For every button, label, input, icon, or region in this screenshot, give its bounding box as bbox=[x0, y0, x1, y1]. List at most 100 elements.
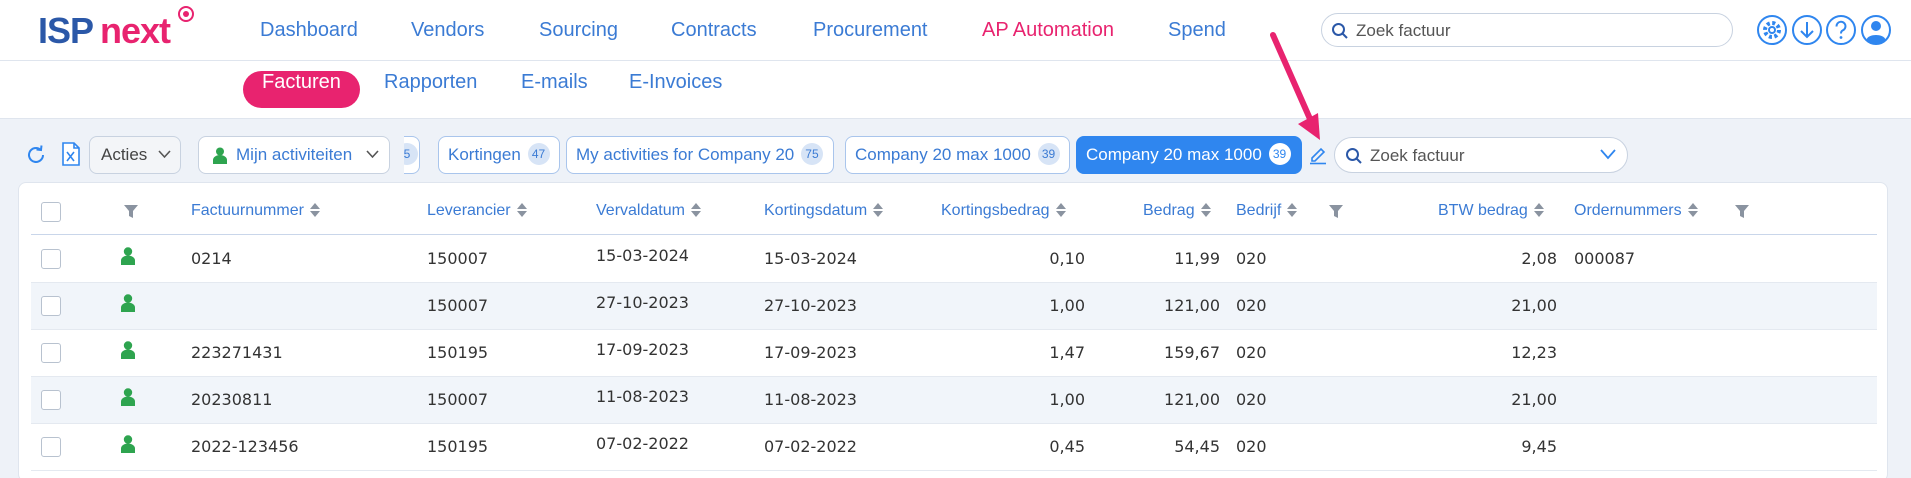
cell-btw-bedrag: 12,23 bbox=[1511, 343, 1557, 362]
column-header-kortingsdatum[interactable]: Kortingsdatum bbox=[764, 202, 884, 220]
sort-icon bbox=[516, 203, 527, 217]
nav-sourcing[interactable]: Sourcing bbox=[539, 19, 618, 41]
cell-kortingsdatum: 15-03-2024 bbox=[764, 249, 857, 268]
column-header-leverancier[interactable]: Leverancier bbox=[427, 202, 527, 220]
tab-rapporten[interactable]: Rapporten bbox=[384, 71, 478, 93]
tab-e-invoices[interactable]: E-Invoices bbox=[629, 71, 723, 93]
activity-person-icon[interactable] bbox=[121, 341, 135, 359]
user-icon[interactable] bbox=[1860, 14, 1892, 46]
cell-btw-bedrag: 2,08 bbox=[1521, 249, 1557, 268]
nav-procurement[interactable]: Procurement bbox=[813, 19, 928, 41]
row-checkbox[interactable] bbox=[41, 343, 61, 363]
column-header-vervaldatum[interactable]: Vervaldatum bbox=[596, 202, 701, 220]
filter-chip-label: My activities for Company 20 bbox=[576, 145, 795, 164]
filter-chip-label: Company 20 max 1000 bbox=[855, 145, 1031, 164]
tab-facturen[interactable]: Facturen bbox=[243, 71, 360, 108]
filter-funnel-icon[interactable] bbox=[124, 205, 138, 218]
column-header-btw-bedrag[interactable]: BTW bedrag bbox=[1438, 202, 1544, 220]
filter-chip-company-20-max-1000-active[interactable]: Company 20 max 1000 39 bbox=[1076, 136, 1303, 174]
row-checkbox[interactable] bbox=[41, 296, 61, 316]
column-header-ordernummers[interactable]: Ordernummers bbox=[1574, 202, 1698, 220]
logo-part-isp: ISP bbox=[38, 10, 94, 51]
ispnext-logo[interactable]: ISP next bbox=[38, 6, 198, 52]
download-icon[interactable] bbox=[1791, 14, 1823, 46]
sort-icon bbox=[309, 203, 320, 217]
filter-chip-my-activities-company-20[interactable]: My activities for Company 20 75 bbox=[566, 136, 834, 174]
sort-icon bbox=[1533, 203, 1544, 217]
cell-vervaldatum: 17-09-2023 bbox=[596, 340, 689, 359]
row-checkbox[interactable] bbox=[41, 390, 61, 410]
top-navigation-bar: ISP next Dashboard Vendors Sourcing Cont… bbox=[0, 0, 1911, 61]
cell-leverancier: 150007 bbox=[427, 296, 489, 315]
nav-vendors[interactable]: Vendors bbox=[411, 19, 485, 41]
help-icon[interactable] bbox=[1825, 14, 1857, 46]
cell-factuurnummer: 0214 bbox=[191, 249, 232, 268]
row-checkbox[interactable] bbox=[41, 249, 61, 269]
logo-part-next: next bbox=[100, 10, 171, 51]
sort-icon bbox=[690, 203, 701, 217]
filter-chip-truncated[interactable]: 5 bbox=[404, 136, 420, 174]
activity-person-icon[interactable] bbox=[121, 294, 135, 312]
table-row[interactable]: 0214 150007 15-03-2024 15-03-2024 0,10 11,99 0… bbox=[31, 236, 1877, 283]
activity-person-icon[interactable] bbox=[121, 247, 135, 265]
excel-export-icon[interactable] bbox=[61, 142, 81, 166]
cell-bedrijf: 020 bbox=[1236, 343, 1267, 362]
column-header-factuurnummer[interactable]: Factuurnummer bbox=[191, 202, 320, 220]
cell-btw-bedrag: 21,00 bbox=[1511, 390, 1557, 409]
cell-kortingsdatum: 27-10-2023 bbox=[764, 296, 857, 315]
nav-contracts[interactable]: Contracts bbox=[671, 19, 757, 41]
table-row[interactable]: 2022-123456 150195 07-02-2022 07-02-2022 0,4… bbox=[31, 424, 1877, 471]
gear-icon[interactable] bbox=[1756, 14, 1788, 46]
my-activities-dropdown[interactable]: Mijn activiteiten bbox=[198, 136, 390, 174]
cell-bedrijf: 020 bbox=[1236, 437, 1267, 456]
cell-kortingsbedrag: 0,45 bbox=[1049, 437, 1085, 456]
table-row[interactable]: 150007 27-10-2023 27-10-2023 1,00 121,00 020 2… bbox=[31, 283, 1877, 330]
cell-factuurnummer: 223271431 bbox=[191, 343, 283, 362]
chevron-down-icon bbox=[366, 150, 379, 159]
top-search-input[interactable]: Zoek factuur bbox=[1321, 13, 1733, 47]
search-icon bbox=[1346, 148, 1362, 164]
filter-chip-label: Kortingen bbox=[448, 145, 521, 164]
filter-chip-count: 75 bbox=[800, 143, 823, 165]
filter-search-input[interactable]: Zoek factuur bbox=[1334, 137, 1628, 173]
activity-person-icon[interactable] bbox=[121, 435, 135, 453]
tab-e-mails[interactable]: E-mails bbox=[521, 71, 588, 93]
row-checkbox[interactable] bbox=[41, 437, 61, 457]
table-row[interactable]: 20230811 150007 11-08-2023 11-08-2023 1,00 12… bbox=[31, 377, 1877, 424]
filter-chip-label: Company 20 max 1000 bbox=[1086, 145, 1262, 164]
cell-kortingsbedrag: 1,00 bbox=[1049, 296, 1085, 315]
filter-chip-company-20-max-1000[interactable]: Company 20 max 1000 39 bbox=[845, 136, 1071, 174]
edit-pencil-icon[interactable] bbox=[1308, 145, 1328, 165]
column-header-bedrag[interactable]: Bedrag bbox=[1143, 202, 1211, 220]
cell-leverancier: 150007 bbox=[427, 249, 489, 268]
filter-funnel-icon[interactable] bbox=[1329, 205, 1343, 218]
select-all-checkbox[interactable] bbox=[41, 202, 61, 222]
activity-person-icon[interactable] bbox=[121, 388, 135, 406]
filter-funnel-icon[interactable] bbox=[1735, 205, 1749, 218]
cell-bedrag: 121,00 bbox=[1164, 390, 1220, 409]
chevron-down-icon[interactable] bbox=[1600, 149, 1616, 160]
logo-badge-icon bbox=[178, 6, 194, 22]
cell-bedrag: 121,00 bbox=[1164, 296, 1220, 315]
refresh-icon[interactable] bbox=[25, 144, 47, 166]
invoice-table: Factuurnummer Leverancier Vervaldatum Ko… bbox=[18, 182, 1888, 478]
filter-search-placeholder: Zoek factuur bbox=[1370, 146, 1465, 165]
sub-navigation-bar: Facturen Rapporten E-mails E-Invoices bbox=[0, 61, 1911, 119]
cell-kortingsbedrag: 1,00 bbox=[1049, 390, 1085, 409]
cell-kortingsdatum: 11-08-2023 bbox=[764, 390, 857, 409]
cell-btw-bedrag: 21,00 bbox=[1511, 296, 1557, 315]
my-activities-label: Mijn activiteiten bbox=[236, 145, 353, 164]
nav-spend[interactable]: Spend bbox=[1168, 19, 1226, 41]
column-header-kortingsbedrag[interactable]: Kortingsbedrag bbox=[941, 202, 1066, 220]
sort-icon bbox=[1687, 203, 1698, 217]
chevron-down-icon bbox=[158, 150, 171, 159]
sort-icon bbox=[873, 203, 884, 217]
cell-leverancier: 150007 bbox=[427, 390, 489, 409]
column-header-bedrijf[interactable]: Bedrijf bbox=[1236, 202, 1298, 220]
filter-chip-count: 39 bbox=[1268, 143, 1291, 165]
filter-chip-kortingen[interactable]: Kortingen 47 bbox=[438, 136, 561, 174]
table-row[interactable]: 223271431 150195 17-09-2023 17-09-2023 1,47 1… bbox=[31, 330, 1877, 377]
nav-ap-automation[interactable]: AP Automation bbox=[982, 19, 1114, 41]
nav-dashboard[interactable]: Dashboard bbox=[260, 19, 358, 41]
actions-dropdown[interactable]: Acties bbox=[89, 136, 181, 174]
